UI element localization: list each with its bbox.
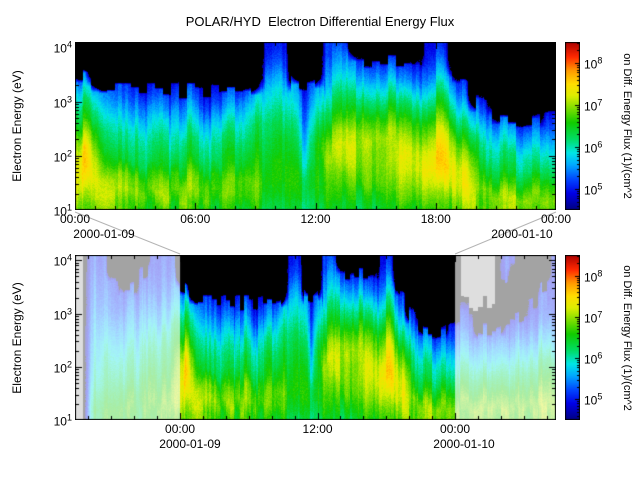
x-tick-label: 12:00 xyxy=(302,422,333,436)
y-tick-label: 101 xyxy=(53,412,72,429)
x-tick-label: 18:00 xyxy=(420,212,451,226)
colorbar-label-top: on Diff. Energy Flux (1)/(cm^2 xyxy=(621,53,633,199)
y-tick-label: 101 xyxy=(53,202,72,219)
chart-title: POLAR/HYD Electron Differential Energy F… xyxy=(185,14,455,29)
x-tick-label: 00:00 xyxy=(59,212,91,226)
x-tick-label: 06:00 xyxy=(180,212,211,226)
date-label: 2000-01-10 xyxy=(433,437,495,451)
y-tick-label: 103 xyxy=(53,94,72,111)
x-tick-label: 00:00 xyxy=(165,422,196,436)
colorbar-tick-label: 105 xyxy=(584,391,603,408)
y-tick-label: 103 xyxy=(53,306,72,323)
colorbar-bottom xyxy=(565,255,580,420)
colorbar-tick-label: 107 xyxy=(584,309,603,326)
colorbar-label-bottom: on Diff. Energy Flux (1)/(cm^2 xyxy=(621,265,633,411)
colorbar-tick-label: 108 xyxy=(584,268,603,285)
x-tick-label: 00:00 xyxy=(440,422,471,436)
x-tick-label: 00:00 xyxy=(540,212,572,226)
colorbar-tick-label: 106 xyxy=(584,350,603,367)
spectrogram-panel-bottom xyxy=(75,255,556,420)
colorbar-tick-label: 106 xyxy=(584,139,603,156)
x-tick-label: 12:00 xyxy=(300,212,331,226)
date-label: 2000-01-09 xyxy=(159,437,221,451)
colorbar-tick-label: 107 xyxy=(584,97,603,114)
colorbar-tick-label: 108 xyxy=(584,55,603,72)
y-tick-label: 104 xyxy=(53,252,72,269)
colorbar-top xyxy=(565,42,580,210)
y-axis-label-top: Electron Energy (eV) xyxy=(10,70,24,182)
y-tick-label: 102 xyxy=(53,359,72,376)
spectrogram-panel-top xyxy=(75,42,556,210)
y-axis-label-bottom: Electron Energy (eV) xyxy=(10,282,24,394)
y-tick-label: 102 xyxy=(53,148,72,165)
y-tick-label: 104 xyxy=(53,39,72,56)
date-label: 2000-01-10 xyxy=(491,227,553,241)
colorbar-tick-label: 105 xyxy=(584,181,603,198)
date-label: 2000-01-09 xyxy=(73,227,135,241)
